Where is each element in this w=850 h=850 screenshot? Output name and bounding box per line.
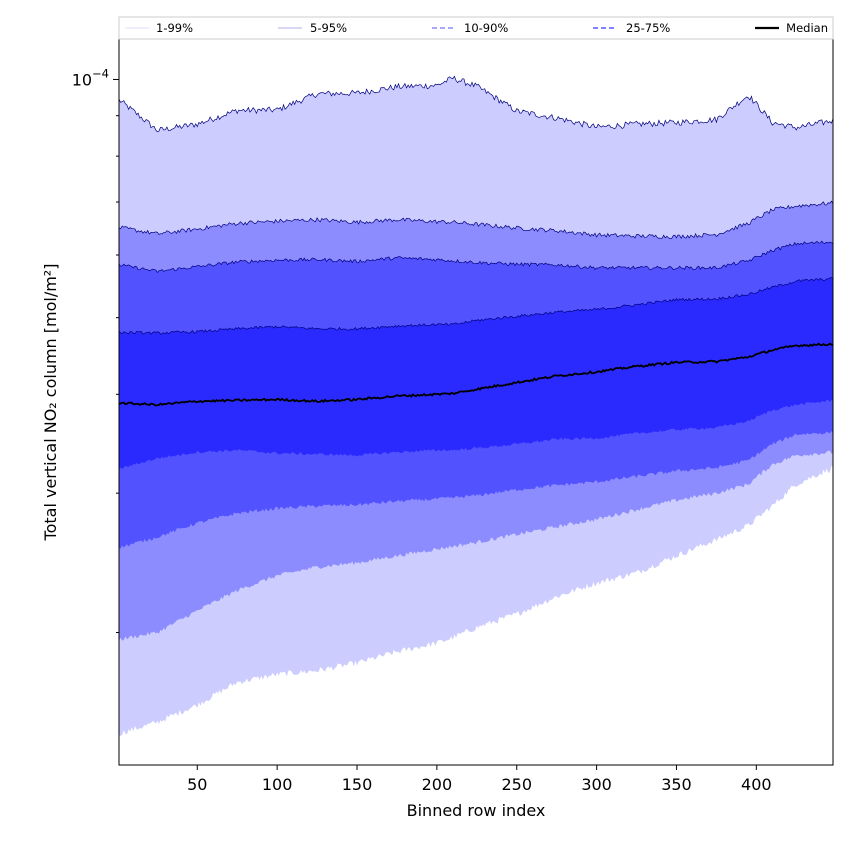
band-25-75 — [119, 277, 833, 470]
y-tick-label: 10−4 — [72, 66, 109, 89]
chart-bands — [119, 76, 833, 736]
legend-label: 1-99% — [156, 21, 193, 35]
x-axis-label: Binned row index — [407, 801, 546, 820]
x-tick-label: 200 — [422, 775, 453, 794]
legend-label: 25-75% — [626, 21, 670, 35]
legend-box — [118, 16, 834, 40]
legend-label: 5-95% — [310, 21, 347, 35]
band-upper-edge-25-75 — [118, 277, 834, 335]
x-tick-label: 350 — [661, 775, 692, 794]
x-tick-label: 100 — [262, 775, 293, 794]
band-upper-edge-10-90 — [118, 240, 834, 273]
legend-label: Median — [786, 21, 828, 35]
x-tick-label: 300 — [581, 775, 612, 794]
y-axis-label: Total vertical NO₂ column [mol/m²] — [41, 264, 60, 542]
x-tick-label: 150 — [342, 775, 373, 794]
x-tick-label: 250 — [501, 775, 532, 794]
chart-axes: 50 100 150 200 250 300 350 400 10−4 — [72, 66, 772, 794]
x-tick-label: 50 — [187, 775, 207, 794]
band-upper-edge-5-95 — [118, 200, 834, 239]
chart-lines — [118, 75, 834, 407]
median-line — [118, 342, 834, 407]
band-upper-edge-1-99 — [118, 75, 834, 133]
legend-label: 10-90% — [464, 21, 508, 35]
x-tick-label: 400 — [741, 775, 772, 794]
legend: 1-99% 5-95% 10-90% 25-75% Median — [118, 16, 834, 40]
